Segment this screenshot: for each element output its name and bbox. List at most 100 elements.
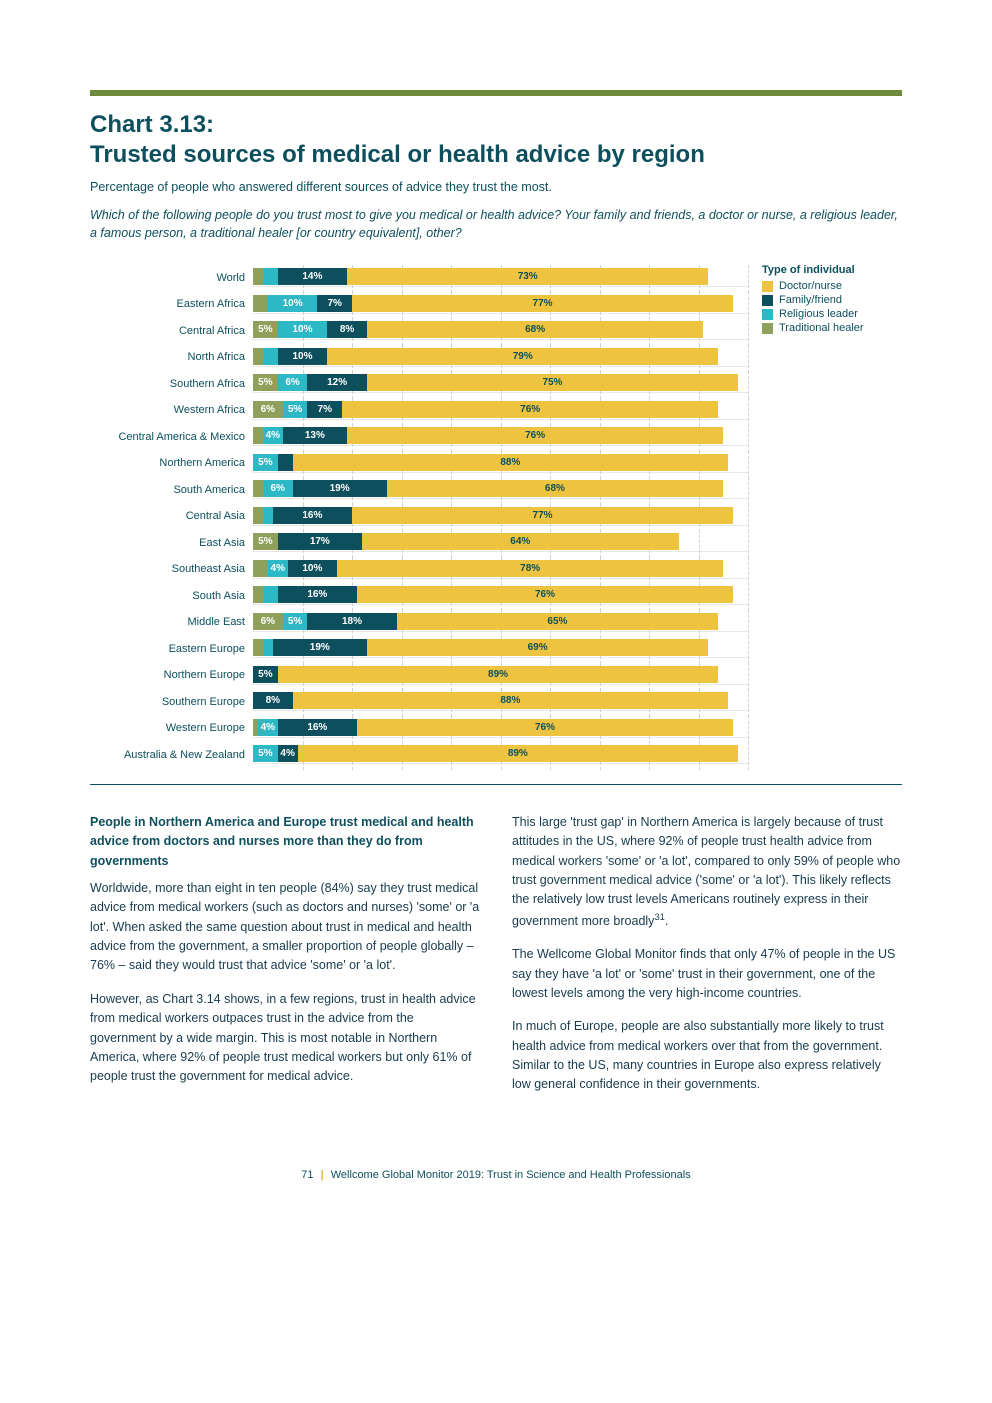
page-number: 71 [301, 1169, 313, 1181]
bar-region-label: Central America & Mexico [90, 431, 253, 443]
bar-row: Northern America5%88% [90, 450, 748, 477]
grid-line [748, 557, 749, 585]
bar-row: Central Asia16%77% [90, 503, 748, 530]
grid-line [748, 742, 749, 770]
bar-track: 5%10%8%68% [253, 321, 748, 340]
grid-line [748, 398, 749, 426]
bar-segment-traditional-healer [253, 295, 268, 312]
grid-line [748, 663, 749, 691]
body-para: This large 'trust gap' in Northern Ameri… [512, 813, 902, 931]
bar-row: Australia & New Zealand5%4%89% [90, 741, 748, 768]
chart-title: Chart 3.13: Trusted sources of medical o… [90, 110, 902, 170]
footnote-ref: 31 [654, 912, 664, 922]
grid-line [748, 292, 749, 320]
bar-track: 6%19%68% [253, 480, 748, 499]
bar-segment-religious-leader: 4% [263, 427, 283, 444]
bar-track: 8%88% [253, 692, 748, 711]
legend-label: Religious leader [779, 308, 858, 320]
bar-segment-religious-leader: 5% [283, 401, 308, 418]
bar-track: 10%79% [253, 348, 748, 367]
page-footer: 71 | Wellcome Global Monitor 2019: Trust… [90, 1169, 902, 1181]
bar-region-label: Southern Europe [90, 696, 253, 708]
bar-region-label: Northern Europe [90, 669, 253, 681]
bar-segment-doctor-nurse: 75% [367, 374, 738, 391]
legend-label: Family/friend [779, 294, 842, 306]
bar-region-label: Eastern Europe [90, 643, 253, 655]
bar-segment-doctor-nurse: 88% [293, 692, 729, 709]
bar-segment-religious-leader: 5% [253, 745, 278, 762]
bar-segment-family-friend: 8% [253, 692, 293, 709]
bar-segment-traditional-healer: 5% [253, 321, 278, 338]
legend-item: Doctor/nurse [762, 280, 902, 292]
grid-line [748, 716, 749, 744]
bar-region-label: Southern Africa [90, 378, 253, 390]
body-col-right: This large 'trust gap' in Northern Ameri… [512, 813, 902, 1109]
bar-segment-family-friend: 4% [278, 745, 298, 762]
bar-segment-doctor-nurse: 76% [357, 719, 733, 736]
bar-segment-religious-leader: 5% [253, 454, 278, 471]
bar-segment-family-friend: 13% [283, 427, 347, 444]
bar-region-label: Northern America [90, 457, 253, 469]
bar-segment-religious-leader: 6% [263, 480, 293, 497]
bar-row: South Asia16%76% [90, 582, 748, 609]
bar-region-label: South Asia [90, 590, 253, 602]
body-para: In much of Europe, people are also subst… [512, 1017, 902, 1095]
bar-segment-family-friend: 19% [293, 480, 387, 497]
footer-source: Wellcome Global Monitor 2019: Trust in S… [331, 1169, 691, 1181]
grid-line [748, 424, 749, 452]
legend: Type of individual Doctor/nurseFamily/fr… [762, 264, 902, 768]
bar-segment-religious-leader: 6% [278, 374, 308, 391]
bar-segment-family-friend: 8% [327, 321, 367, 338]
bar-row: North Africa10%79% [90, 344, 748, 371]
bar-segment-religious-leader: 4% [258, 719, 278, 736]
bar-row: Central America & Mexico4%13%76% [90, 423, 748, 450]
legend-swatch [762, 281, 773, 292]
bar-segment-doctor-nurse: 78% [337, 560, 723, 577]
grid-line [748, 371, 749, 399]
bar-region-label: North Africa [90, 351, 253, 363]
bar-segment-traditional-healer [253, 586, 263, 603]
legend-label: Traditional healer [779, 322, 864, 334]
bar-segment-family-friend: 7% [307, 401, 342, 418]
bar-track: 5%17%64% [253, 533, 748, 552]
grid-line [748, 345, 749, 373]
body-lead: People in Northern America and Europe tr… [90, 813, 480, 871]
legend-swatch [762, 295, 773, 306]
bar-track: 16%77% [253, 507, 748, 526]
bar-region-label: Australia & New Zealand [90, 749, 253, 761]
legend-swatch [762, 309, 773, 320]
bar-region-label: Southeast Asia [90, 563, 253, 575]
bar-row: Western Africa6%5%7%76% [90, 397, 748, 424]
bar-row: Eastern Europe19%69% [90, 635, 748, 662]
bar-segment-doctor-nurse: 64% [362, 533, 679, 550]
grid-line [748, 583, 749, 611]
bar-segment-religious-leader [263, 348, 278, 365]
bar-row: Northern Europe5%89% [90, 662, 748, 689]
bar-row: Southern Africa5%6%12%75% [90, 370, 748, 397]
grid-line [748, 265, 749, 293]
bar-track: 4%16%76% [253, 719, 748, 738]
grid-line [748, 530, 749, 558]
bar-segment-family-friend: 18% [307, 613, 396, 630]
legend-swatch [762, 323, 773, 334]
bar-track: 5%89% [253, 666, 748, 685]
chart-question: Which of the following people do you tru… [90, 206, 902, 242]
bar-segment-traditional-healer: 5% [253, 533, 278, 550]
grid-line [748, 451, 749, 479]
bar-region-label: Eastern Africa [90, 298, 253, 310]
bar-segment-religious-leader: 10% [278, 321, 328, 338]
bar-row: Central Africa5%10%8%68% [90, 317, 748, 344]
bar-segment-family-friend: 5% [253, 666, 278, 683]
bar-segment-religious-leader: 10% [268, 295, 318, 312]
bar-region-label: Western Africa [90, 404, 253, 416]
bar-segment-religious-leader: 4% [268, 560, 288, 577]
bar-segment-family-friend: 19% [273, 639, 367, 656]
bar-track: 10%7%77% [253, 295, 748, 314]
bar-segment-doctor-nurse: 89% [278, 666, 719, 683]
bar-segment-traditional-healer: 5% [253, 374, 278, 391]
bar-segment-traditional-healer [253, 480, 263, 497]
legend-item: Family/friend [762, 294, 902, 306]
bar-region-label: Middle East [90, 616, 253, 628]
bar-segment-religious-leader [263, 639, 273, 656]
bar-segment-doctor-nurse: 77% [352, 295, 733, 312]
